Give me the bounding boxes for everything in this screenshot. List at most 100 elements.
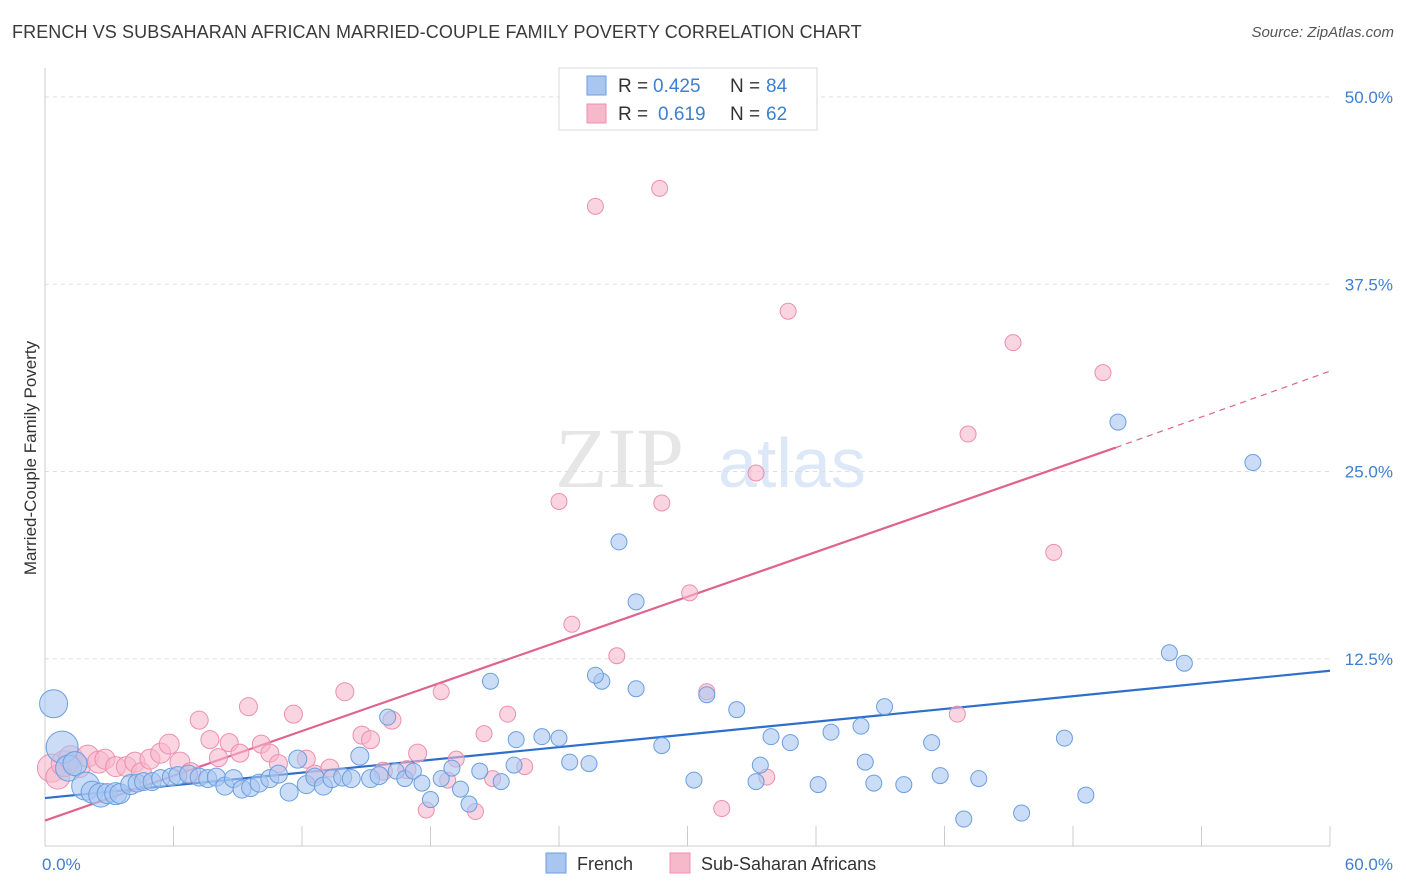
french-point-46 <box>443 759 461 777</box>
african-point-18 <box>200 730 220 750</box>
french-point-54 <box>550 729 568 747</box>
french-point-45 <box>432 770 450 788</box>
french-point-28 <box>279 782 299 802</box>
french-point-66 <box>728 701 746 719</box>
y-tick-label-3: 50.0% <box>1345 88 1393 107</box>
french-point-75 <box>865 774 883 792</box>
legend-african-r-label: R = <box>618 104 648 125</box>
bottom-legend: French Sub-Saharan Africans <box>545 852 876 874</box>
french-point-81 <box>955 810 973 828</box>
african-point-36 <box>408 743 428 763</box>
african-point-48 <box>586 197 604 215</box>
african-point-58 <box>948 705 966 723</box>
african-point-42 <box>475 725 493 743</box>
french-point-79 <box>931 767 949 785</box>
legend-french-n-label: N = <box>730 76 760 97</box>
chart-title: FRENCH VS SUBSAHARAN AFRICAN MARRIED-COU… <box>12 22 862 42</box>
x-tick-label-0: 0.0% <box>42 855 81 874</box>
watermark-atlas: atlas <box>718 424 866 502</box>
french-point-63 <box>653 737 671 755</box>
african-point-46 <box>550 492 568 510</box>
french-point-74 <box>856 753 874 771</box>
french-point-39 <box>379 708 397 726</box>
french-point-71 <box>809 776 827 794</box>
gridlines <box>45 96 1330 660</box>
french-point-55 <box>505 756 523 774</box>
french-point-67 <box>747 773 765 791</box>
french-point-59 <box>586 666 604 684</box>
watermark: ZIP atlas <box>555 410 866 506</box>
french-point-53 <box>533 728 551 746</box>
legend-swatch-african <box>586 103 607 124</box>
african-point-47 <box>563 615 581 633</box>
french-point-73 <box>852 717 870 735</box>
french-point-57 <box>580 755 598 773</box>
african-point-38 <box>432 683 450 701</box>
african-point-52 <box>681 584 699 602</box>
african-point-32 <box>361 730 381 750</box>
y-axis-label: Married-Couple Family Poverty <box>21 340 40 575</box>
french-point-60 <box>610 533 628 551</box>
african-point-50 <box>653 494 671 512</box>
african-point-49 <box>608 647 626 665</box>
french-point-82 <box>1013 804 1031 822</box>
y-tick-label-0: 12.5% <box>1345 650 1393 669</box>
french-point-44 <box>422 791 439 809</box>
french-point-78 <box>923 734 941 752</box>
african-point-51 <box>651 179 669 197</box>
african-trend-line-extension <box>1115 370 1331 449</box>
french-point-72 <box>822 723 840 741</box>
bottom-legend-swatch-french <box>545 852 567 874</box>
french-point-50 <box>481 672 499 690</box>
african-point-60 <box>1004 334 1022 352</box>
french-point-80 <box>970 770 988 788</box>
legend-french-r-value: 0.425 <box>653 76 701 97</box>
african-point-57 <box>779 302 797 320</box>
french-point-64 <box>685 771 703 789</box>
african-point-26 <box>283 704 303 724</box>
data-points <box>36 179 1262 828</box>
french-point-56 <box>561 753 579 771</box>
axes <box>44 68 1331 847</box>
legend-swatch-french <box>586 75 607 96</box>
legend: R = 0.425 N = 84 R = 0.619 N = 62 <box>558 67 818 131</box>
african-point-44 <box>499 705 517 723</box>
french-point-69 <box>762 728 780 746</box>
african-point-61 <box>1045 543 1063 561</box>
legend-african-n-label: N = <box>730 104 760 125</box>
french-point-85 <box>1109 413 1127 431</box>
x-tick-label-1: 60.0% <box>1345 855 1393 874</box>
french-point-49 <box>471 762 489 780</box>
french-point-86 <box>1160 644 1178 662</box>
african-point-14 <box>158 733 180 755</box>
african-point-59 <box>959 425 977 443</box>
french-point-77 <box>895 776 913 794</box>
french-point-61 <box>627 680 645 698</box>
french-point-48 <box>460 795 478 813</box>
legend-french-r-label: R = <box>618 76 648 97</box>
y-tick-label-1: 25.0% <box>1345 463 1393 482</box>
watermark-zip: ZIP <box>555 410 684 506</box>
french-point-65 <box>698 686 716 704</box>
french-point-51 <box>492 773 510 791</box>
y-tick-label-2: 37.5% <box>1345 275 1393 294</box>
french-point-38 <box>369 766 389 786</box>
african-point-54 <box>713 800 731 818</box>
african-point-21 <box>230 743 250 763</box>
french-point-76 <box>876 698 894 716</box>
african-point-19 <box>208 748 228 768</box>
french-point-0 <box>39 689 69 719</box>
african-point-22 <box>238 697 258 717</box>
african-point-17 <box>189 710 209 730</box>
bottom-legend-french: French <box>577 854 633 874</box>
french-point-3 <box>62 751 88 777</box>
african-point-55 <box>747 464 765 482</box>
french-point-35 <box>341 769 361 789</box>
french-point-83 <box>1055 729 1073 747</box>
french-point-68 <box>751 756 769 774</box>
french-point-27 <box>268 764 288 784</box>
french-point-47 <box>451 780 469 798</box>
legend-african-r-value: 0.619 <box>658 104 706 125</box>
french-point-29 <box>288 749 308 769</box>
